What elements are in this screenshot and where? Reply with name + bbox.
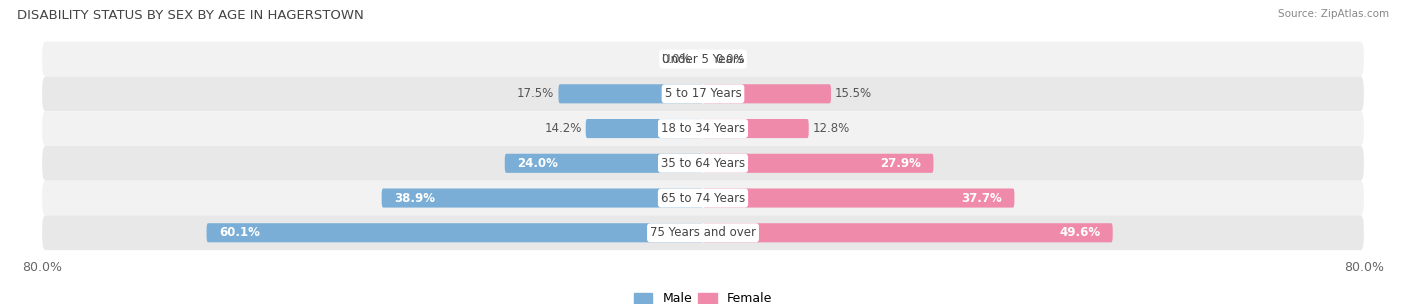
FancyBboxPatch shape (505, 154, 703, 173)
FancyBboxPatch shape (42, 146, 1364, 181)
Text: 75 Years and over: 75 Years and over (650, 226, 756, 239)
FancyBboxPatch shape (703, 119, 808, 138)
Text: 37.7%: 37.7% (962, 192, 1002, 205)
Text: Source: ZipAtlas.com: Source: ZipAtlas.com (1278, 9, 1389, 19)
FancyBboxPatch shape (42, 42, 1364, 76)
Text: 27.9%: 27.9% (880, 157, 921, 170)
Text: 49.6%: 49.6% (1059, 226, 1101, 239)
Text: 65 to 74 Years: 65 to 74 Years (661, 192, 745, 205)
Text: DISABILITY STATUS BY SEX BY AGE IN HAGERSTOWN: DISABILITY STATUS BY SEX BY AGE IN HAGER… (17, 9, 364, 22)
Text: 0.0%: 0.0% (716, 53, 745, 66)
Text: 17.5%: 17.5% (517, 87, 554, 100)
Text: 12.8%: 12.8% (813, 122, 851, 135)
FancyBboxPatch shape (381, 188, 703, 208)
Text: 15.5%: 15.5% (835, 87, 872, 100)
FancyBboxPatch shape (42, 181, 1364, 216)
FancyBboxPatch shape (42, 111, 1364, 146)
FancyBboxPatch shape (42, 76, 1364, 111)
Text: 0.0%: 0.0% (661, 53, 690, 66)
FancyBboxPatch shape (586, 119, 703, 138)
Text: 35 to 64 Years: 35 to 64 Years (661, 157, 745, 170)
Legend: Male, Female: Male, Female (628, 287, 778, 304)
FancyBboxPatch shape (703, 188, 1014, 208)
FancyBboxPatch shape (703, 223, 1112, 242)
FancyBboxPatch shape (703, 84, 831, 103)
Text: Under 5 Years: Under 5 Years (662, 53, 744, 66)
Text: 60.1%: 60.1% (219, 226, 260, 239)
FancyBboxPatch shape (703, 154, 934, 173)
FancyBboxPatch shape (207, 223, 703, 242)
FancyBboxPatch shape (558, 84, 703, 103)
Text: 38.9%: 38.9% (394, 192, 434, 205)
FancyBboxPatch shape (42, 216, 1364, 250)
Text: 24.0%: 24.0% (517, 157, 558, 170)
Text: 5 to 17 Years: 5 to 17 Years (665, 87, 741, 100)
Text: 18 to 34 Years: 18 to 34 Years (661, 122, 745, 135)
Text: 14.2%: 14.2% (544, 122, 582, 135)
